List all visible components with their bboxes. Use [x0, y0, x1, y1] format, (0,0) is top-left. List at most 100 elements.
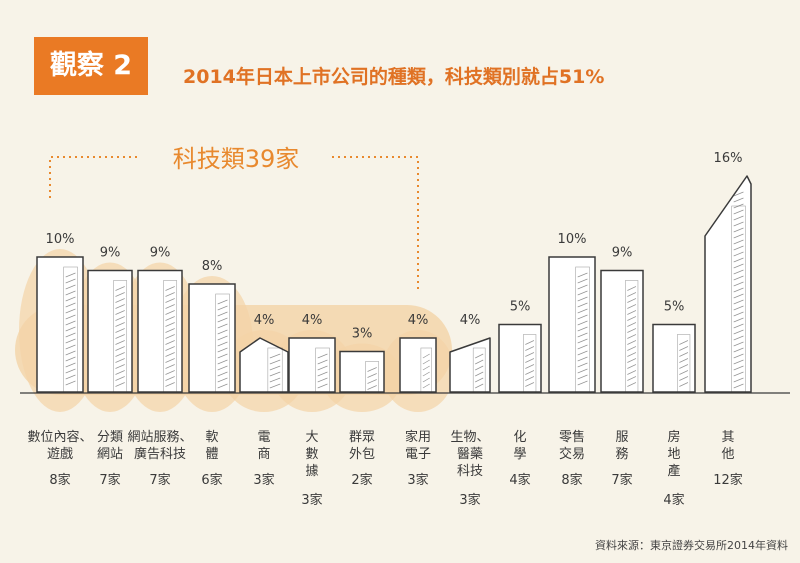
bars [20, 175, 790, 394]
bar-8 [399, 337, 437, 393]
bar-hatch [525, 358, 535, 363]
bar-hatch [115, 310, 125, 315]
value-label: 9% [612, 246, 633, 261]
bar-hatch [367, 373, 377, 378]
bar-hatch [525, 364, 535, 369]
bar-hatch [733, 203, 744, 209]
bar [239, 337, 289, 393]
bar-hatch [577, 296, 588, 302]
count-label: 4家 [663, 492, 684, 508]
bar-hatch [627, 334, 637, 339]
bar-hatch [165, 322, 175, 327]
bar-hatch [217, 383, 228, 389]
bar-hatch [165, 340, 175, 345]
bar-hatch [733, 317, 744, 323]
bar [600, 269, 644, 393]
bar-hatch [422, 383, 430, 389]
bar-shading [315, 347, 330, 393]
bar [288, 337, 336, 393]
bar [188, 283, 236, 393]
badge-label: 觀察 2 [49, 50, 133, 81]
bar-hatch [217, 341, 228, 347]
bar-hatch [115, 334, 125, 339]
bar [36, 256, 84, 393]
bar-hatch [165, 376, 175, 381]
bar-hatch [217, 299, 228, 305]
bar-hatch [627, 358, 637, 363]
bar-hatch [627, 352, 637, 357]
bar-hatch [475, 359, 484, 365]
bar-hatch [577, 290, 588, 296]
bar-hatch [217, 311, 228, 317]
bar-hatch [733, 329, 744, 335]
bar-shading [677, 334, 691, 393]
bar-shading [625, 280, 639, 393]
bar-1 [36, 256, 84, 393]
value-label: 10% [558, 232, 587, 247]
category-label: 家用電子 [405, 429, 431, 462]
bar-hatch [367, 379, 377, 384]
bar-hatch [217, 371, 228, 377]
bar-hatch [525, 340, 535, 345]
bar-hatch [733, 347, 744, 353]
bar-hatch [317, 371, 328, 377]
bar-hatch [317, 359, 328, 365]
bar-hatch [733, 233, 744, 239]
bar-hatch [577, 374, 588, 380]
bar-hatch [627, 286, 637, 291]
bar-11 [548, 256, 596, 393]
bar-hatch [627, 364, 637, 369]
bar-hatch [165, 304, 175, 309]
source-note: 資料來源：東京證券交易所2014年資料 [595, 539, 788, 552]
bar-hatch [627, 292, 637, 297]
bar-hatch [165, 382, 175, 387]
category-label: 大數據 [305, 430, 318, 479]
bar-hatch [165, 352, 175, 357]
bar-hatch [733, 371, 744, 377]
category-label: 分類網站 [97, 430, 123, 462]
bar-hatch [627, 340, 637, 345]
bar-hatch [165, 328, 175, 333]
bar-hatch [679, 376, 689, 381]
count-label: 3家 [459, 492, 480, 508]
bar-shading [523, 334, 537, 393]
bar-hatch [115, 304, 125, 309]
bar-hatch [679, 358, 689, 363]
bar-hatch [65, 278, 76, 284]
bar-hatch [115, 292, 125, 297]
bar-hatch [733, 281, 744, 287]
category-label: 電商 [257, 430, 270, 462]
bar-hatch [577, 320, 588, 326]
bar-hatch [422, 377, 430, 383]
bar-7 [339, 350, 385, 393]
bar-14 [704, 175, 752, 393]
bracket-right-line [332, 156, 419, 290]
bar-hatch [269, 353, 281, 359]
bar-hatch [577, 350, 588, 356]
bar-hatch [679, 340, 689, 345]
count-label: 2家 [351, 472, 372, 488]
bar-13 [652, 323, 696, 393]
bar-hatch [65, 296, 76, 302]
bar-hatch [217, 329, 228, 335]
category-label: 群眾外包 [349, 430, 375, 462]
bar-hatch [733, 353, 744, 359]
count-label: 7家 [149, 472, 170, 488]
bar-hatch [65, 326, 76, 332]
count-label: 7家 [611, 472, 632, 488]
bar-hatch [733, 377, 744, 383]
bar-hatch [165, 364, 175, 369]
bar-hatch [733, 239, 744, 245]
bar-hatch [577, 308, 588, 314]
bar-hatch [422, 359, 430, 365]
bar-hatch [65, 362, 76, 368]
bar-hatch [217, 305, 228, 311]
bar-hatch [165, 358, 175, 363]
bar-hatch [733, 323, 744, 329]
bar-shading [113, 280, 128, 393]
value-label: 5% [510, 300, 531, 315]
bar-hatch [627, 328, 637, 333]
bar-hatch [165, 298, 175, 303]
